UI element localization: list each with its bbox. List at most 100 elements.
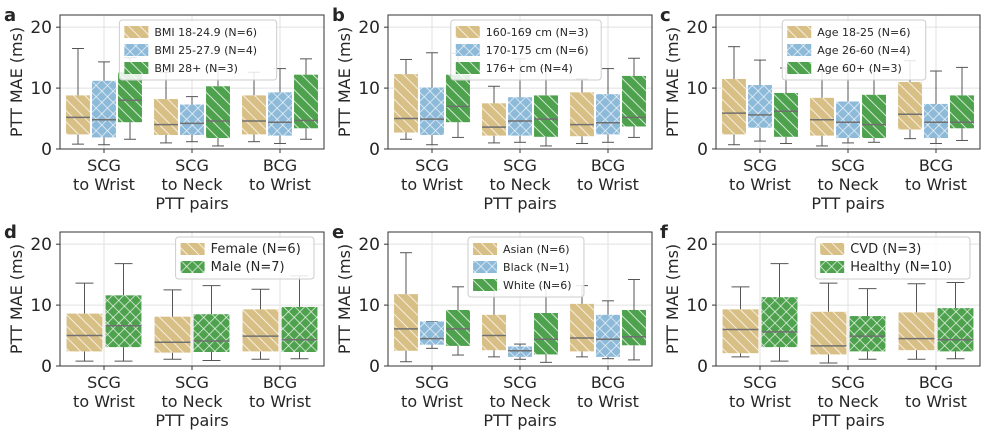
x-tick-label: BCG [919, 373, 953, 392]
box-170-175 cm (N=6) [420, 87, 444, 135]
x-tick-label: to Wrist [577, 392, 639, 411]
box-CVD (N=3) [898, 312, 935, 351]
x-tick-label: BCG [263, 156, 297, 175]
box-Male (N=7) [281, 306, 318, 352]
panel-label: c [660, 5, 671, 26]
x-tick-label: to Wrist [249, 392, 311, 411]
legend-label: Healthy (N=10) [850, 260, 952, 275]
x-tick-label: SCG [831, 373, 865, 392]
box-BMI 25-27.9 (N=4) [180, 104, 204, 135]
x-axis-label: PTT pairs [155, 194, 228, 213]
legend-label: BMI 28+ (N=3) [154, 62, 238, 75]
legend-label: White (N=6) [503, 279, 572, 292]
y-axis-label: PTT MAE (ms) [7, 27, 26, 137]
panel-label: a [4, 5, 16, 26]
box-Age 18-25 (N=6) [810, 97, 834, 136]
y-tick-label: 20 [358, 18, 380, 38]
x-tick-label: SCG [87, 373, 121, 392]
box-Female (N=6) [66, 313, 103, 352]
legend-swatch [473, 279, 498, 291]
box-170-175 cm (N=6) [596, 94, 620, 135]
box-Age 26-60 (N=4) [836, 101, 860, 139]
x-tick-label: SCG [175, 156, 209, 175]
box-Asian (N=6) [482, 314, 506, 351]
x-tick-label: to Wrist [73, 175, 135, 194]
x-tick-label: BCG [263, 373, 297, 392]
legend-frame [175, 236, 315, 280]
x-tick-label: to Wrist [577, 175, 639, 194]
y-axis-label: PTT MAE (ms) [335, 244, 354, 354]
x-tick-label: SCG [503, 156, 537, 175]
x-tick-label: SCG [743, 373, 777, 392]
box-BMI 25-27.9 (N=4) [92, 80, 116, 138]
legend-label: BMI 18-24.9 (N=6) [154, 26, 257, 39]
y-axis-label: PTT MAE (ms) [663, 27, 682, 137]
legend-label: 176+ cm (N=4) [486, 62, 573, 75]
y-tick-label: 10 [358, 296, 380, 316]
x-tick-label: to Wrist [249, 175, 311, 194]
legend-swatch [787, 62, 812, 74]
y-tick-label: 0 [41, 140, 52, 160]
legend-swatch [124, 62, 149, 74]
legend-swatch [455, 62, 480, 74]
x-axis-label: PTT pairs [155, 411, 228, 430]
legend-swatch [124, 44, 149, 56]
x-tick-label: to Wrist [73, 392, 135, 411]
legend-label: Black (N=1) [503, 261, 569, 274]
box-176+ cm (N=4) [446, 74, 470, 123]
box-Age 60+ (N=3) [774, 92, 798, 137]
box-Asian (N=6) [394, 294, 418, 351]
box-Female (N=6) [242, 309, 279, 352]
box-White (N=6) [534, 313, 558, 355]
box-Healthy (N=10) [849, 316, 886, 352]
legend-label: CVD (N=3) [850, 242, 921, 257]
y-tick-label: 10 [358, 79, 380, 99]
x-tick-label: to Neck [817, 175, 879, 194]
legend-swatch [787, 26, 812, 38]
box-170-175 cm (N=6) [508, 97, 532, 136]
y-tick-label: 20 [30, 18, 52, 38]
x-tick-label: to Neck [817, 392, 879, 411]
x-tick-label: to Wrist [905, 175, 967, 194]
x-axis-label: PTT pairs [483, 411, 556, 430]
x-tick-label: to Neck [161, 175, 223, 194]
box-BMI 28+ (N=3) [294, 74, 318, 129]
box-CVD (N=3) [722, 309, 759, 354]
x-tick-label: to Wrist [905, 392, 967, 411]
box-176+ cm (N=4) [622, 75, 646, 127]
x-tick-label: BCG [919, 156, 953, 175]
box-Male (N=7) [193, 314, 230, 352]
box-Female (N=6) [154, 316, 191, 353]
legend-label: Female (N=6) [211, 242, 301, 257]
y-tick-label: 0 [697, 140, 708, 160]
legend-label: Asian (N=6) [503, 243, 570, 256]
box-176+ cm (N=4) [534, 95, 558, 137]
x-tick-label: to Wrist [401, 175, 463, 194]
legend-swatch [180, 243, 205, 255]
y-tick-label: 10 [686, 296, 708, 316]
legend-label: Age 60+ (N=3) [817, 62, 902, 75]
box-160-169 cm (N=3) [482, 103, 506, 136]
box-White (N=6) [622, 309, 646, 346]
box-160-169 cm (N=3) [570, 92, 594, 137]
x-tick-label: BCG [591, 373, 625, 392]
x-tick-label: SCG [87, 156, 121, 175]
legend-label: 160-169 cm (N=3) [486, 26, 589, 39]
legend-label: BMI 25-27.9 (N=4) [154, 44, 257, 57]
box-Age 18-25 (N=6) [898, 82, 922, 130]
x-axis-label: PTT pairs [811, 411, 884, 430]
legend-frame [450, 19, 602, 81]
box-Age 26-60 (N=4) [748, 85, 772, 128]
box-BMI 18-24.9 (N=6) [154, 99, 178, 135]
x-axis-label: PTT pairs [811, 194, 884, 213]
legend-label: Age 26-60 (N=4) [817, 44, 910, 57]
box-Healthy (N=10) [761, 297, 798, 348]
box-Black (N=1) [420, 321, 444, 345]
x-tick-label: to Neck [161, 392, 223, 411]
y-tick-label: 0 [369, 357, 380, 377]
